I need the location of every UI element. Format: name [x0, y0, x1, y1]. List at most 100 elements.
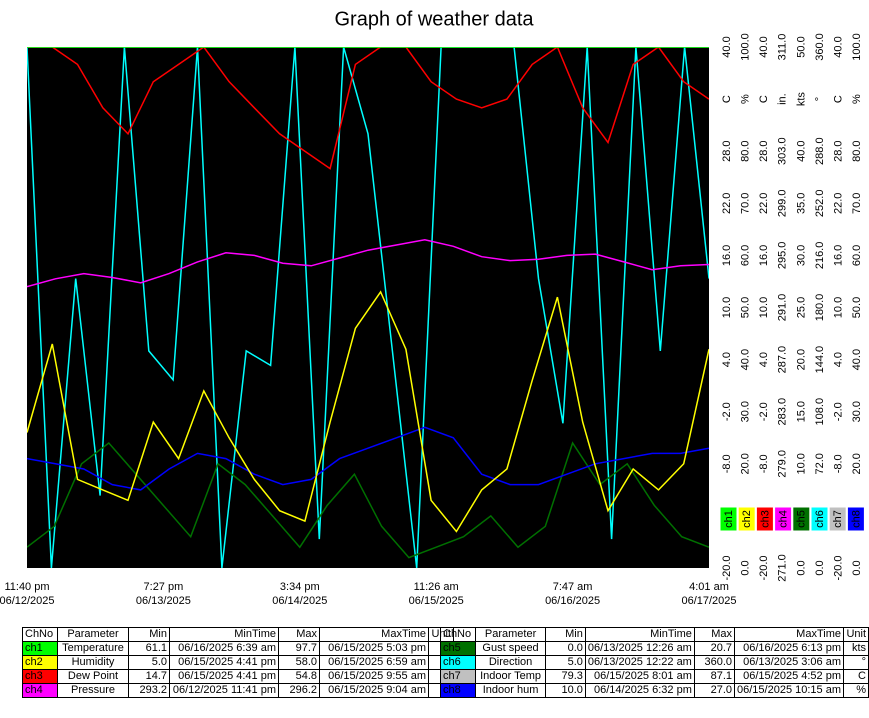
table-header-cell: ChNo	[440, 627, 476, 642]
y-tick-label: 4.0	[721, 352, 733, 367]
y-tick-label: 40.0	[758, 36, 770, 57]
legend-label: ch7	[832, 510, 844, 528]
legend-swatch	[828, 506, 847, 532]
table-cell: 06/15/2025 9:55 am	[319, 669, 429, 684]
y-tick-label: 30.0	[740, 401, 752, 422]
y-tick-label: -2.0	[721, 402, 733, 421]
y-tick-label: -8.0	[833, 454, 845, 473]
table-header-cell: MaxTime	[734, 627, 844, 642]
y-tick-label: -2.0	[758, 402, 770, 421]
table-row: ch6 Direction 5.0 06/13/2025 12:22 am 360.0 0…	[440, 655, 869, 670]
table-cell: 06/12/2025 11:41 pm	[169, 683, 279, 698]
table-cell: 61.1	[128, 641, 170, 656]
y-tick-label: %	[851, 94, 863, 104]
y-tick-label: 303.0	[777, 137, 789, 165]
table-cell: ch4	[22, 683, 58, 698]
table-cell: 58.0	[278, 655, 320, 670]
table-cell: 06/15/2025 4:41 pm	[169, 655, 279, 670]
y-tick-label: %	[740, 94, 752, 104]
table-cell: Temperature	[57, 641, 129, 656]
table-cell: °	[843, 655, 869, 670]
table-cell: 10.0	[545, 683, 586, 698]
y-tick-label: kts	[795, 92, 807, 107]
y-tick-label: 0.0	[795, 560, 807, 575]
table-header-cell: MinTime	[169, 627, 279, 642]
table-cell: 06/16/2025 6:13 pm	[734, 641, 844, 656]
y-tick-label: in.	[777, 93, 789, 105]
legend-swatch	[755, 506, 774, 532]
stats-table-right: ChNo Parameter Min MinTime Max MaxTime Unit ch5…	[440, 627, 869, 698]
table-cell: 06/15/2025 10:15 am	[734, 683, 844, 698]
y-tick-label: 10.0	[758, 297, 770, 318]
y-tick-label: 0.0	[851, 560, 863, 575]
y-tick-label: 72.0	[814, 453, 826, 474]
y-tick-label: 288.0	[814, 137, 826, 165]
y-tick-label: 20.0	[740, 453, 752, 474]
y-tick-label: 70.0	[740, 193, 752, 214]
legend-label: ch1	[723, 510, 735, 528]
table-cell: 06/15/2025 4:41 pm	[169, 669, 279, 684]
x-tick-time: 11:40 pm	[4, 581, 49, 593]
y-tick-label: 50.0	[851, 297, 863, 318]
y-tick-label: 28.0	[721, 140, 733, 161]
y-tick-label: 22.0	[721, 193, 733, 214]
y-tick-label: 216.0	[814, 242, 826, 270]
y-tick-label: 287.0	[777, 346, 789, 374]
table-cell: 97.7	[278, 641, 320, 656]
table-cell: Indoor hum	[474, 683, 547, 698]
y-tick-label: 271.0	[777, 554, 789, 582]
legend-label: ch6	[814, 510, 826, 528]
y-tick-label: 30.0	[795, 245, 807, 266]
y-tick-label: 70.0	[851, 193, 863, 214]
table-cell: ch8	[440, 683, 476, 698]
x-tick-time: 4:01 am	[689, 581, 729, 593]
x-tick-date: 06/14/2025	[272, 595, 327, 607]
plot-area	[27, 47, 709, 568]
y-tick-label: 60.0	[851, 245, 863, 266]
table-cell: Dew Point	[57, 669, 129, 684]
y-tick-label: 22.0	[833, 193, 845, 214]
table-row: ch1 Temperature 61.1 06/16/2025 6:39 am 97.7…	[22, 641, 454, 656]
legend-swatch	[774, 506, 793, 532]
y-tick-label: 16.0	[833, 245, 845, 266]
table-cell: 06/15/2025 5:03 pm	[319, 641, 429, 656]
y-tick-label: 60.0	[740, 245, 752, 266]
table-cell: ch3	[22, 669, 58, 684]
y-tick-label: 80.0	[851, 140, 863, 161]
y-tick-label: 0.0	[814, 560, 826, 575]
y-tick-label: 252.0	[814, 190, 826, 218]
y-tick-label: 10.0	[795, 453, 807, 474]
table-header-cell: MinTime	[584, 627, 695, 642]
x-tick-time: 11:26 am	[414, 581, 459, 593]
series-line	[27, 47, 709, 170]
table-cell: 87.1	[693, 669, 736, 684]
table-header-cell: Min	[545, 627, 586, 642]
y-tick-label: -8.0	[758, 454, 770, 473]
y-tick-label: 299.0	[777, 190, 789, 218]
legend-label: ch4	[778, 510, 790, 528]
y-tick-label: 10.0	[833, 297, 845, 318]
y-tick-label: 295.0	[777, 242, 789, 270]
table-cell: 06/15/2025 8:01 am	[584, 669, 695, 684]
legend-swatch	[719, 506, 738, 532]
x-tick-time: 7:27 pm	[144, 581, 184, 593]
y-tick-label: 311.0	[777, 34, 789, 61]
table-header-cell: Unit	[843, 627, 869, 642]
legend-swatch	[846, 506, 865, 532]
table-header-cell: Max	[693, 627, 736, 642]
x-tick-date: 06/12/2025	[0, 595, 55, 607]
y-tick-label: 4.0	[833, 352, 845, 367]
table-cell: 06/13/2025 3:06 am	[734, 655, 844, 670]
table-cell: %	[843, 683, 869, 698]
y-tick-label: 35.0	[795, 193, 807, 214]
series-line	[27, 239, 709, 288]
y-tick-label: 50.0	[795, 36, 807, 57]
table-cell: Gust speed	[474, 641, 547, 656]
x-tick-time: 3:34 pm	[280, 581, 320, 593]
table-header-cell: Min	[128, 627, 170, 642]
table-row: ch5 Gust speed 0.0 06/13/2025 12:26 am 20.7 0…	[440, 641, 869, 656]
x-tick-date: 06/17/2025	[681, 595, 736, 607]
y-tick-label: -20.0	[721, 555, 733, 580]
table-header-cell: Max	[278, 627, 320, 642]
